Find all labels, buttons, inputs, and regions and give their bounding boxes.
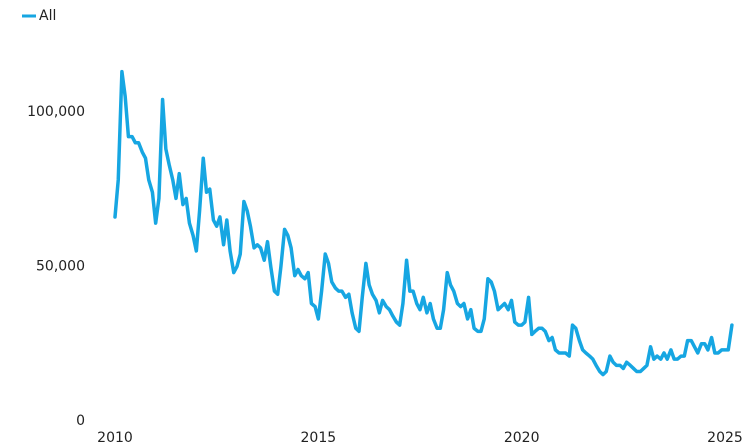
y-tick-label: 0 — [76, 413, 85, 429]
y-tick-label: 50,000 — [36, 258, 85, 274]
x-tick-label: 2010 — [97, 430, 133, 446]
y-tick-label: 100,000 — [27, 104, 85, 120]
x-tick-label: 2025 — [707, 430, 743, 446]
legend-label: All — [39, 8, 56, 24]
x-tick-label: 2020 — [504, 430, 540, 446]
x-tick-label: 2015 — [301, 430, 337, 446]
data-line — [113, 69, 734, 377]
